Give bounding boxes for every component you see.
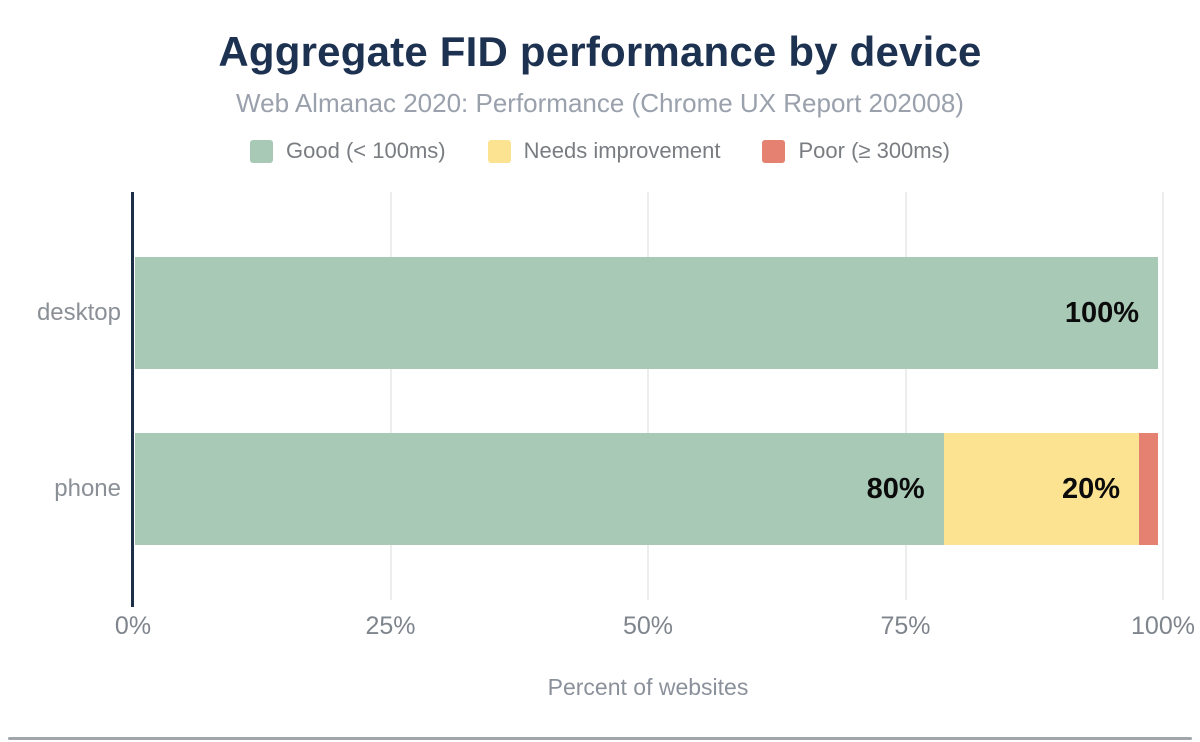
bar-value-label: 100% <box>1064 296 1139 329</box>
x-axis-title: Percent of websites <box>547 674 749 700</box>
legend: Good (< 100ms) Needs improvement Poor (≥ 3… <box>0 138 1200 164</box>
x-axis-ticks: 0% 25% 50% 75% 100% <box>115 612 1195 642</box>
x-tick-label: 50% <box>622 612 674 640</box>
gridline-100 <box>1162 192 1164 600</box>
chart-title: Aggregate FID performance by device <box>218 28 982 75</box>
chart-subtitle: Web Almanac 2020: Performance (Chrome UX… <box>236 88 964 118</box>
legend-label: Good (< 100ms) <box>286 138 446 163</box>
legend-swatch-icon <box>762 139 786 163</box>
legend-item-1: Needs improvement <box>487 138 721 164</box>
gridline-50 <box>647 192 649 600</box>
gridline-25 <box>389 192 392 600</box>
bar-segment: 80% <box>135 433 944 545</box>
x-tick-label: 25% <box>365 612 416 640</box>
bar-row-desktop: 100% <box>135 257 1158 369</box>
plot-area: 100% 80% 20% <box>133 192 1164 600</box>
bar-segment: 20% <box>943 433 1139 545</box>
bar-segment <box>1139 433 1158 545</box>
legend-swatch-icon <box>250 139 274 163</box>
y-axis-line <box>131 192 134 607</box>
bar-value-label: 20% <box>1061 472 1120 505</box>
y-axis-label-desktop: desktop <box>36 299 121 326</box>
bar-segment: 100% <box>135 257 1158 369</box>
bar-value-label: 80% <box>866 472 925 505</box>
legend-item-2: Poor (≥ 300ms) <box>762 138 950 164</box>
legend-label: Needs improvement <box>523 138 721 163</box>
x-tick-label: 75% <box>880 612 931 640</box>
bottom-border <box>8 737 1192 740</box>
legend-item-0: Good (< 100ms) <box>250 138 446 164</box>
y-axis-label-phone: phone <box>54 475 121 502</box>
x-tick-label: 0% <box>114 612 152 640</box>
legend-swatch-icon <box>487 139 511 163</box>
gridline-75 <box>904 192 907 600</box>
x-tick-label: 100% <box>1131 612 1195 640</box>
legend-label: Poor (≥ 300ms) <box>798 138 950 163</box>
bar-row-phone: 80% 20% <box>135 433 1158 545</box>
